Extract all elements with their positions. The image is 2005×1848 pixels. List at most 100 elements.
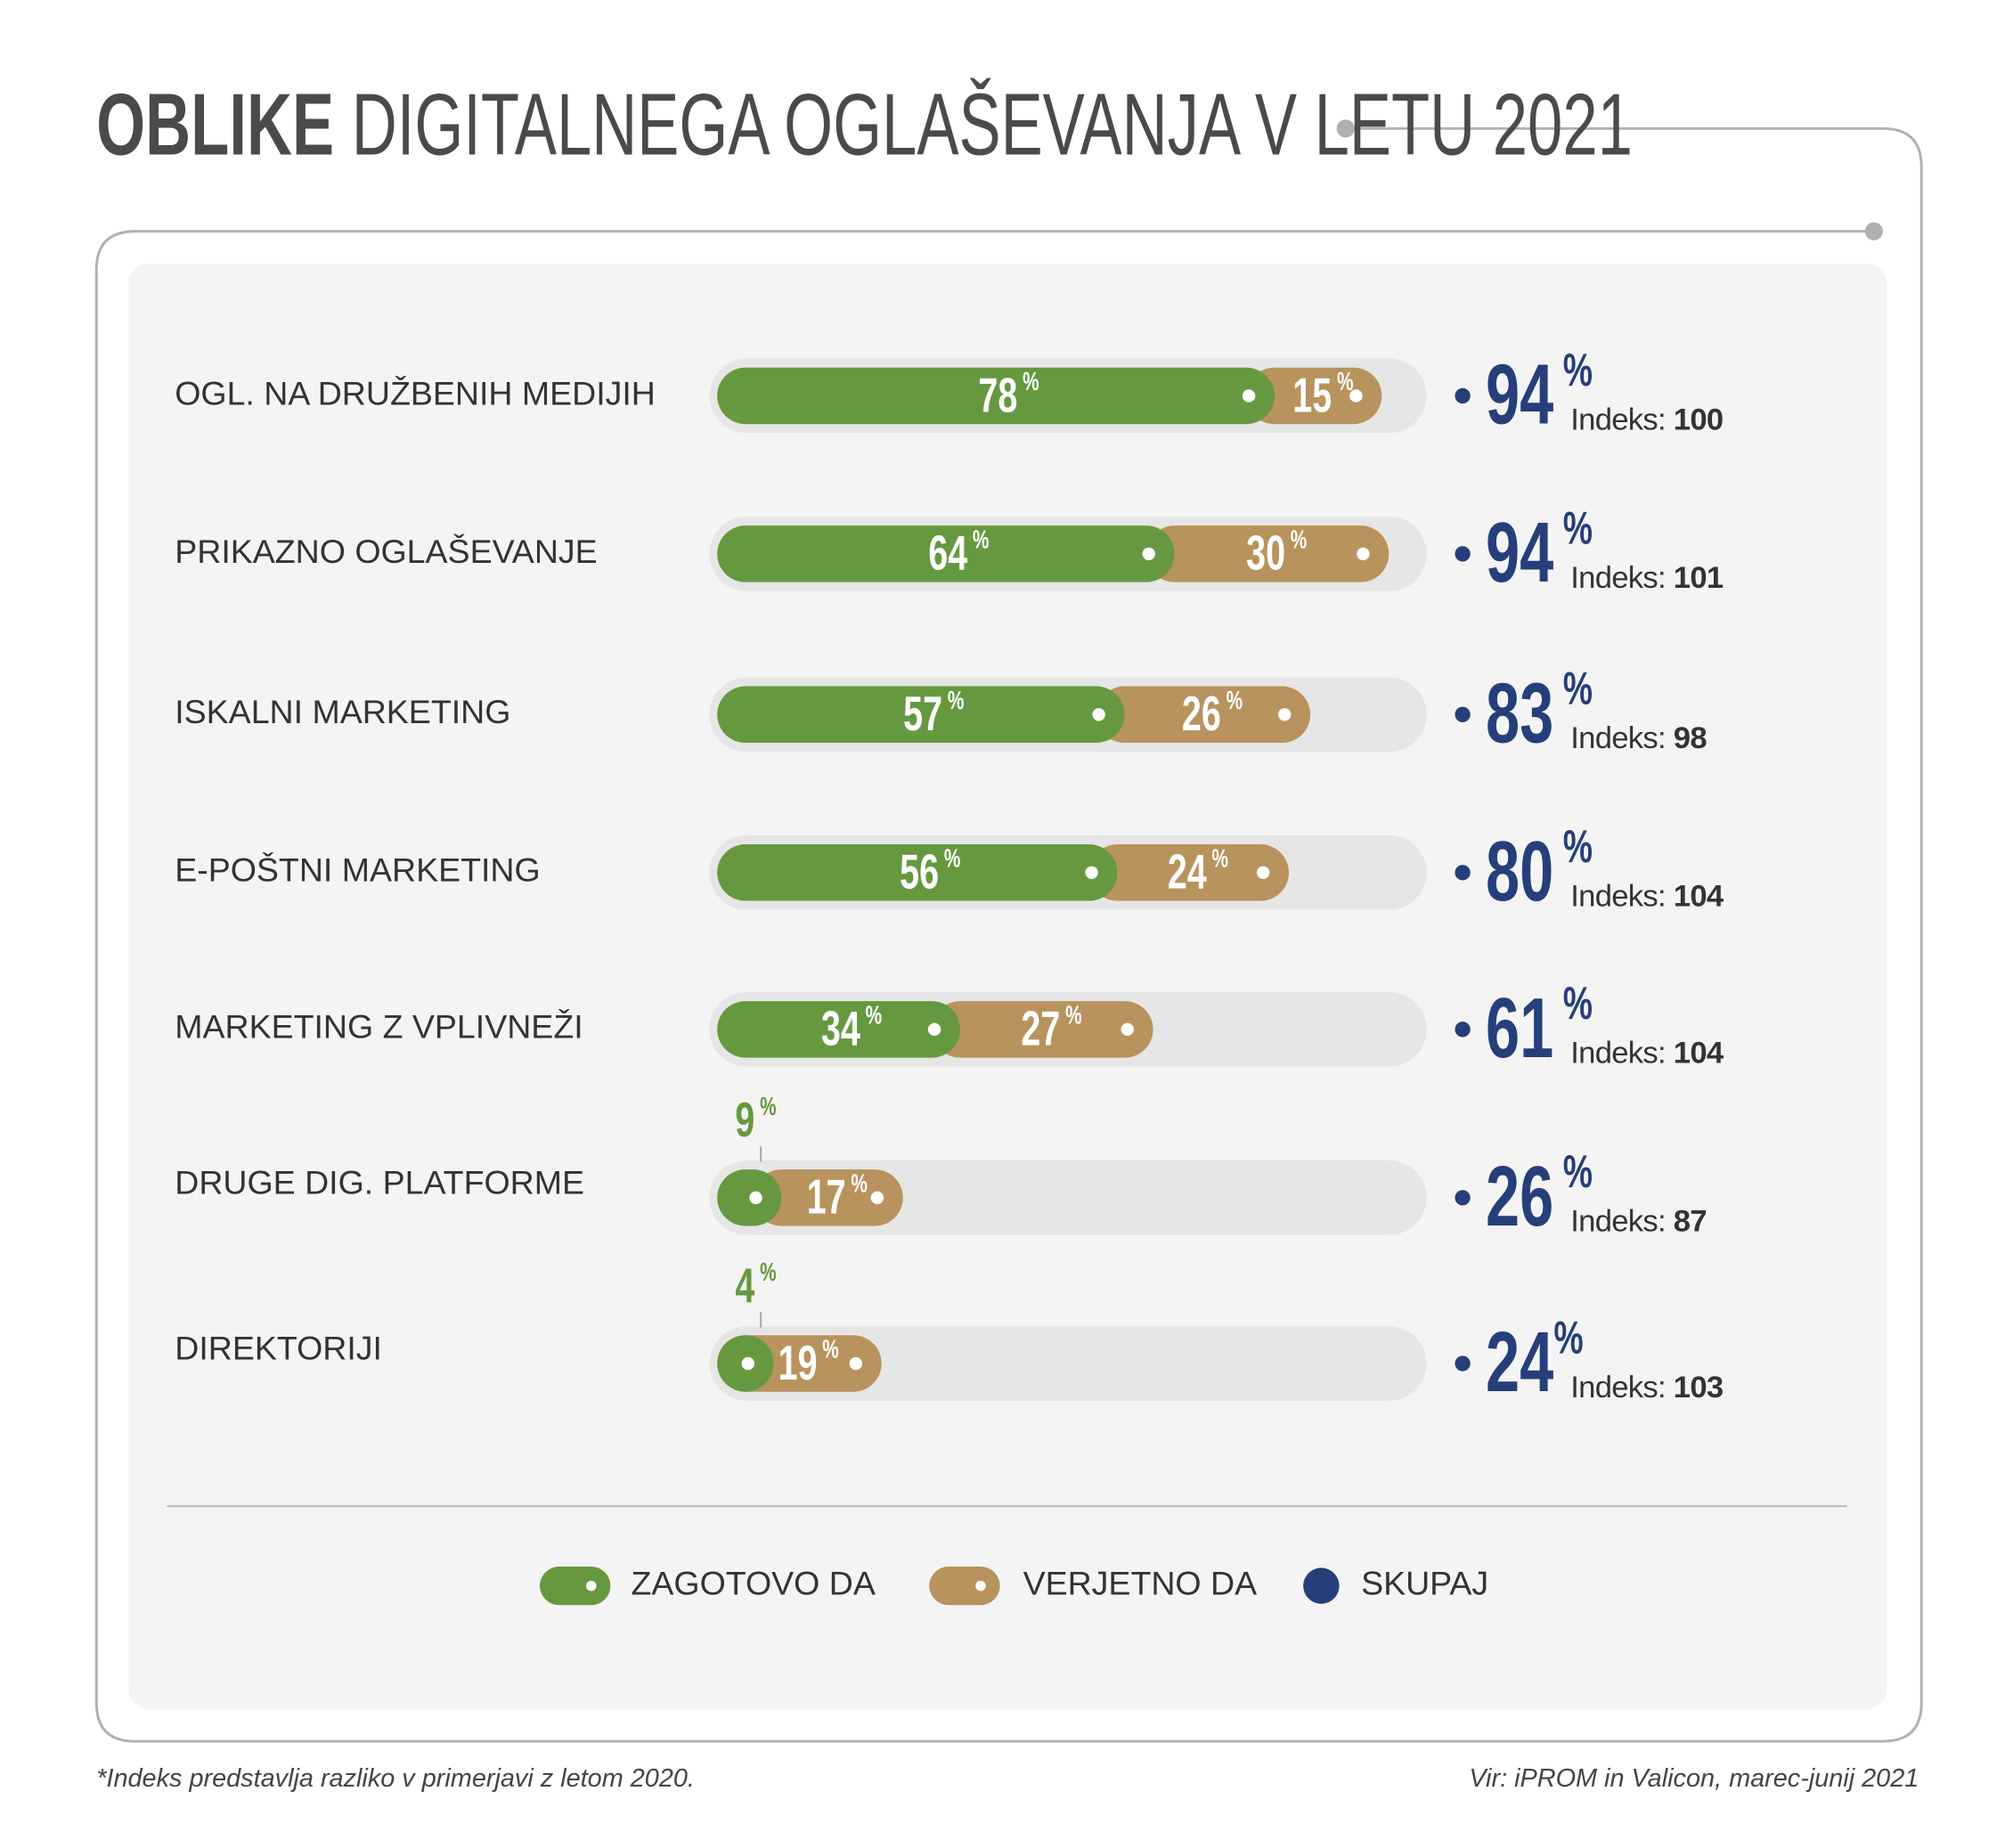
- index-text: Indeks: 101: [1570, 561, 1724, 595]
- value-label: 9 %: [735, 1092, 776, 1147]
- index-value: 104: [1674, 1037, 1724, 1071]
- index-label: Indeks:: [1570, 1037, 1666, 1071]
- bar: [717, 686, 1125, 744]
- bar-dot: [849, 1356, 863, 1371]
- bar: [717, 844, 1118, 901]
- bar: [717, 1001, 960, 1058]
- title-rest: DIGITALNEGA OGLAŠEVANJA V LETU 2021: [352, 77, 1633, 174]
- value-label: 78 %: [978, 367, 1039, 422]
- index-label: Indeks:: [1570, 721, 1666, 755]
- value-label: 57 %: [903, 686, 964, 741]
- index-label: Indeks:: [1570, 1371, 1666, 1404]
- chart-title: OBLIKE DIGITALNEGA OGLAŠEVANJA V LETU 20…: [96, 77, 1633, 174]
- total-dot: [1455, 865, 1471, 881]
- value-label: 27 %: [1021, 1001, 1081, 1056]
- category-label: MARKETING Z VPLIVNEŽI: [175, 1008, 583, 1046]
- bar-dot: [749, 1191, 762, 1205]
- value-label: 4 %: [735, 1258, 776, 1313]
- index-text: Indeks: 104: [1570, 1037, 1724, 1071]
- total-label: 80 %: [1486, 820, 1593, 918]
- index-value: 104: [1674, 880, 1724, 914]
- bar-dot: [741, 1356, 755, 1371]
- category-label: DIREKTORIJI: [175, 1329, 382, 1366]
- title-bold: OBLIKE: [96, 77, 334, 174]
- bar: [717, 1169, 782, 1226]
- value-label: 24 %: [1168, 844, 1228, 900]
- legend-dot: [975, 1580, 986, 1592]
- bar: [932, 1001, 1153, 1058]
- value-label: 17 %: [807, 1169, 868, 1225]
- total-dot: [1455, 1190, 1471, 1206]
- bar: [753, 1169, 903, 1226]
- total-label: 26 %: [1486, 1145, 1593, 1243]
- bar-dot: [1357, 547, 1370, 561]
- bar-dot: [870, 1191, 884, 1205]
- total-label: 61 %: [1486, 977, 1593, 1075]
- index-value: 98: [1674, 721, 1708, 755]
- legend-swatch: [929, 1566, 1000, 1606]
- value-label: 64 %: [928, 525, 989, 581]
- bar: [717, 367, 1275, 425]
- total-dot: [1455, 546, 1471, 562]
- legend-label: VERJETNO DA: [1023, 1565, 1258, 1602]
- total-label: 94 %: [1486, 501, 1593, 599]
- bar-dot: [1092, 708, 1105, 721]
- index-value: 100: [1674, 403, 1724, 436]
- frame-dot: [1336, 119, 1355, 138]
- bar-dot: [927, 1022, 941, 1037]
- category-label: E-POŠTNI MARKETING: [175, 851, 540, 889]
- bar-dot: [1349, 389, 1363, 403]
- category-label: OGL. NA DRUŽBENIH MEDIJIH: [175, 374, 656, 411]
- index-text: Indeks: 87: [1570, 1205, 1707, 1239]
- value-label: 34 %: [821, 1001, 882, 1056]
- index-value: 101: [1674, 561, 1724, 595]
- bar: [717, 525, 1175, 582]
- source: Vir: iPROM in Valicon, marec-junij 2021: [1469, 1764, 1919, 1793]
- value-label: 15 %: [1292, 367, 1353, 422]
- index-text: Indeks: 98: [1570, 721, 1707, 755]
- value-label: 56 %: [900, 844, 960, 900]
- index-value: 87: [1674, 1205, 1707, 1239]
- category-label: ISKALNI MARKETING: [175, 693, 510, 730]
- index-text: Indeks: 100: [1570, 403, 1723, 436]
- bar: [1088, 844, 1289, 901]
- total-dot: [1455, 706, 1471, 722]
- index-label: Indeks:: [1570, 561, 1666, 595]
- bar-dot: [1277, 708, 1292, 721]
- index-text: Indeks: 103: [1570, 1371, 1723, 1404]
- total-label: 83 %: [1486, 663, 1593, 761]
- index-label: Indeks:: [1570, 403, 1666, 436]
- index-value: 103: [1674, 1371, 1724, 1404]
- category-label: PRIKAZNO OGLAŠEVANJE: [175, 533, 597, 570]
- legend-label: ZAGOTOVO DA: [631, 1565, 875, 1602]
- total-dot: [1455, 387, 1471, 404]
- bar: [1145, 525, 1390, 582]
- bar: [1096, 686, 1311, 744]
- total-dot: [1455, 1355, 1471, 1372]
- panel: [128, 263, 1887, 1710]
- footnote: *Indeks predstavlja razliko v primerjavi…: [96, 1764, 695, 1793]
- bar-dot: [1142, 547, 1155, 561]
- frame: [94, 126, 1923, 1743]
- bar: [1246, 367, 1382, 425]
- total-label: 94 %: [1486, 344, 1593, 442]
- legend-swatch: [1303, 1567, 1340, 1604]
- bar-dot: [1085, 866, 1098, 879]
- value-label: 19 %: [778, 1335, 839, 1390]
- value-label: 30 %: [1246, 525, 1307, 581]
- value-label: 26 %: [1182, 686, 1243, 741]
- bar-dot: [1121, 1022, 1134, 1037]
- bar-dot: [1242, 389, 1256, 403]
- legend-label: SKUPAJ: [1361, 1565, 1488, 1602]
- legend-dot: [585, 1580, 597, 1592]
- index-label: Indeks:: [1570, 880, 1666, 914]
- track: [709, 1326, 1427, 1401]
- index-text: Indeks: 104: [1570, 880, 1724, 914]
- index-label: Indeks:: [1570, 1205, 1666, 1239]
- total-label: 24%: [1486, 1311, 1584, 1409]
- frame-dot: [1864, 222, 1883, 240]
- total-dot: [1455, 1022, 1471, 1038]
- legend-swatch: [540, 1566, 611, 1606]
